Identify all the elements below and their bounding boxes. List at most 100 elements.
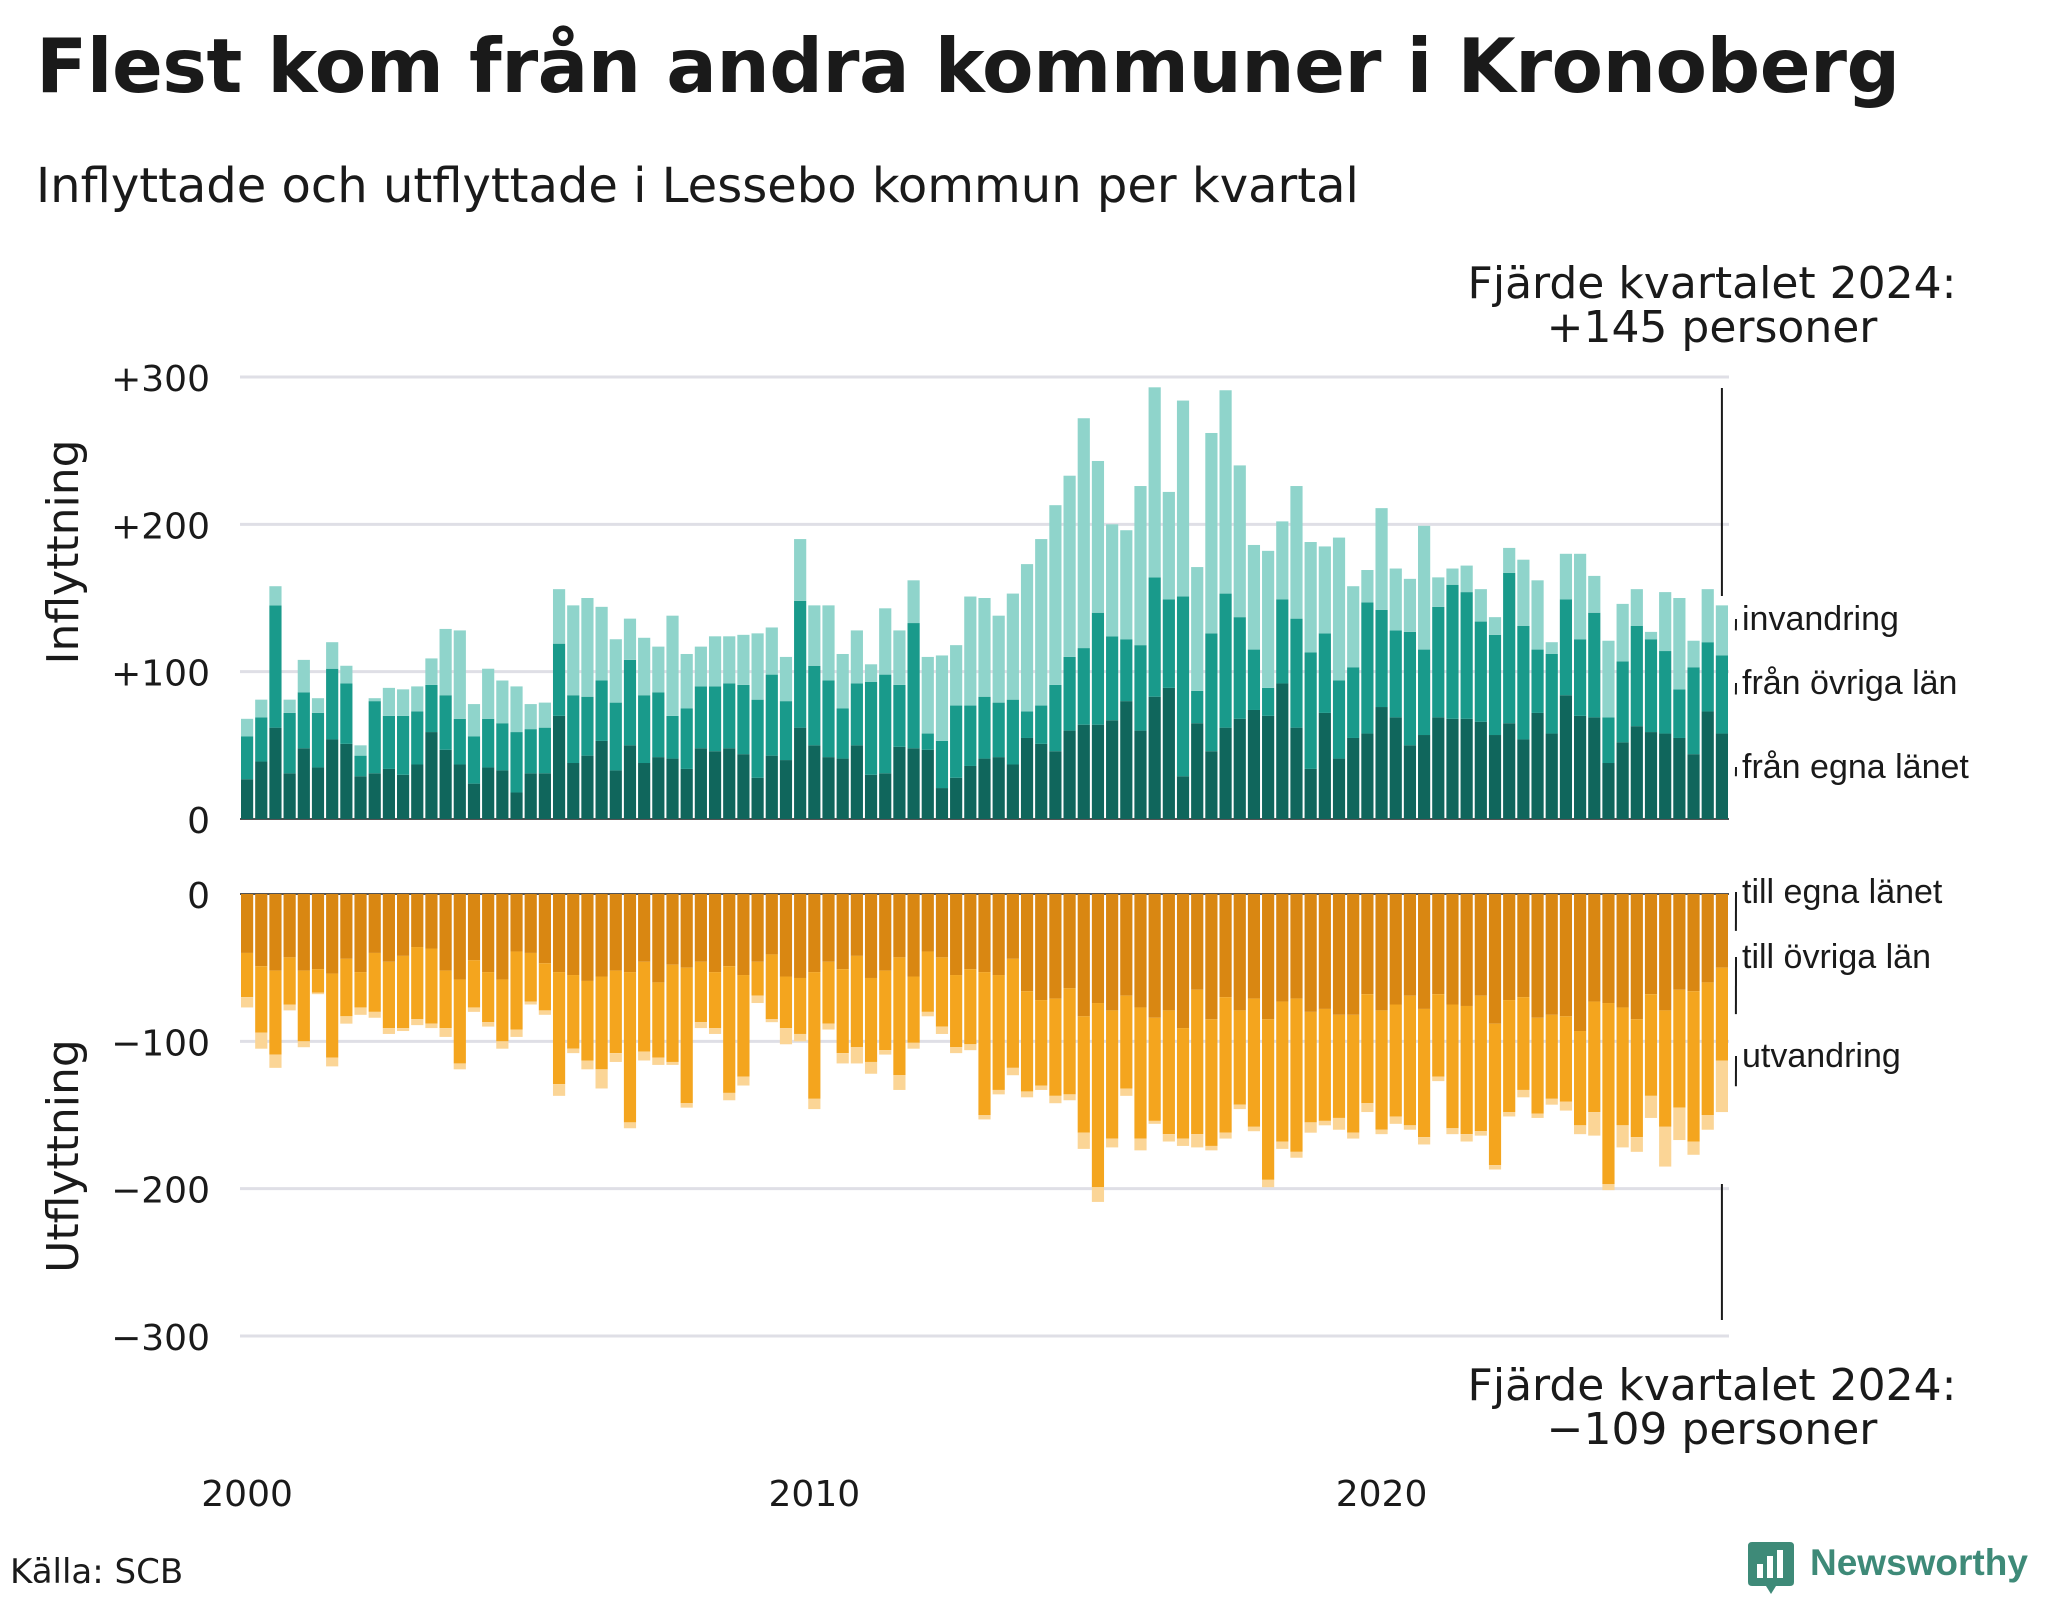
- bar-segment: [893, 684, 906, 747]
- bar-segment: [269, 605, 282, 728]
- bar-segment: [1318, 633, 1331, 713]
- bar-segment: [1701, 1115, 1714, 1130]
- bar-segment: [552, 894, 566, 973]
- bar-segment: [1318, 1008, 1331, 1121]
- series-annotation: invandring: [1742, 600, 1899, 638]
- bar-segment: [326, 668, 339, 740]
- bar-segment: [1318, 1120, 1331, 1126]
- bar-segment: [1446, 718, 1459, 819]
- bar-segment: [1474, 995, 1487, 1132]
- bar-segment: [1503, 1112, 1516, 1117]
- bar-segment: [1347, 1132, 1360, 1139]
- bar-segment: [1262, 1019, 1275, 1180]
- bar-segment: [411, 711, 424, 765]
- bar-segment: [552, 1084, 566, 1096]
- bar-segment: [1347, 1014, 1360, 1133]
- bar-segment: [950, 705, 963, 778]
- bar-segment: [396, 1028, 410, 1032]
- bar-segment: [1063, 1094, 1076, 1101]
- bar-segment: [1120, 894, 1133, 996]
- bar-segment: [425, 894, 438, 949]
- bar-segment: [1233, 1104, 1246, 1110]
- bar-segment: [1389, 717, 1402, 819]
- bar-segment: [723, 748, 736, 819]
- newsworthy-logo[interactable]: Newsworthy: [1746, 1538, 2042, 1598]
- bar-segment: [1347, 894, 1360, 1015]
- bar-segment: [1644, 894, 1658, 995]
- bar-segment: [482, 1022, 495, 1027]
- bar-segment: [879, 1050, 892, 1055]
- bar-segment: [1616, 1125, 1629, 1148]
- bar-segment: [680, 967, 693, 1104]
- bar-segment: [552, 715, 566, 819]
- bar-segment: [1630, 726, 1643, 819]
- bar-segment: [1006, 1067, 1019, 1076]
- bar-segment: [496, 723, 509, 771]
- bar-segment: [808, 605, 821, 666]
- bar-segment: [439, 749, 452, 819]
- bar-segment: [1332, 680, 1346, 759]
- bar-segment: [794, 894, 807, 978]
- bar-segment: [779, 656, 793, 702]
- bar-segment: [1219, 390, 1232, 594]
- bar-segment: [1332, 758, 1346, 819]
- bar-segment: [864, 681, 878, 775]
- bar-segment: [1673, 894, 1686, 990]
- bar-segment: [1219, 1132, 1232, 1139]
- bar-segment: [1474, 721, 1487, 819]
- bar-segment: [1687, 1141, 1700, 1155]
- bar-segment: [1120, 530, 1133, 640]
- bar-segment: [411, 894, 424, 948]
- bar-segment: [453, 718, 466, 765]
- bar-segment: [581, 696, 594, 756]
- bar-segment: [879, 894, 892, 971]
- bar-segment: [822, 1023, 835, 1030]
- bar-segment: [850, 745, 863, 819]
- bar-segment: [609, 702, 622, 771]
- bar-segment: [1403, 578, 1417, 632]
- bar-segment: [638, 763, 651, 819]
- bar-segment: [1020, 894, 1034, 992]
- bar-segment: [1205, 633, 1218, 752]
- bar-segment: [1616, 1007, 1629, 1126]
- bar-segment: [1106, 720, 1119, 819]
- bar-segment: [680, 708, 693, 769]
- bar-segment: [609, 639, 622, 703]
- bar-segment: [893, 1075, 906, 1090]
- bar-segment: [453, 894, 466, 980]
- bar-segment: [694, 686, 707, 749]
- bar-segment: [1517, 559, 1530, 626]
- bar-segment: [1517, 625, 1530, 740]
- bar-segment: [1403, 1125, 1417, 1130]
- bar-segment: [255, 894, 268, 967]
- bar-segment: [524, 894, 537, 953]
- bar-segment: [666, 615, 679, 716]
- bar-segment: [581, 980, 594, 1061]
- bar-segment: [921, 1011, 934, 1017]
- bar-segment: [297, 659, 310, 693]
- bar-segment: [964, 894, 977, 970]
- bar-segment: [595, 680, 608, 741]
- bar-segment: [808, 972, 821, 1099]
- bar-segment: [538, 963, 551, 1011]
- bar-segment: [567, 605, 580, 696]
- bar-segment: [1616, 661, 1629, 743]
- bar-segment: [297, 894, 310, 971]
- bar-segment: [297, 1041, 310, 1048]
- bar-segment: [255, 1032, 268, 1049]
- bar-segment: [864, 894, 878, 978]
- bar-segment: [1616, 603, 1629, 662]
- bar-segment: [411, 764, 424, 819]
- bar-segment: [992, 894, 1005, 976]
- bar-segment: [581, 755, 594, 819]
- bar-segment: [1205, 894, 1218, 1020]
- bar-segment: [1545, 642, 1558, 654]
- bar-segment: [411, 686, 424, 712]
- bar-segment: [1418, 1008, 1431, 1138]
- bar-segment: [1247, 544, 1261, 650]
- bar-segment: [241, 779, 254, 819]
- bar-segment: [1559, 695, 1573, 819]
- bar-segment: [680, 1103, 693, 1108]
- bar-segment: [1020, 1091, 1034, 1098]
- bar-segment: [567, 695, 580, 764]
